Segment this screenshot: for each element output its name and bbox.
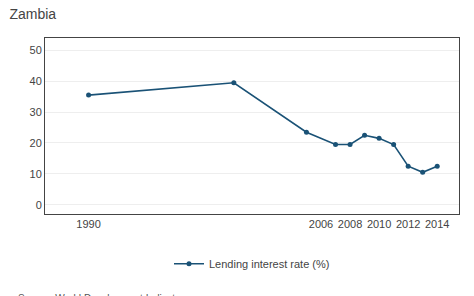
svg-text:Lending interest rate (%): Lending interest rate (%) (209, 258, 329, 270)
svg-text:30: 30 (30, 106, 42, 118)
svg-text:2008: 2008 (338, 218, 362, 230)
svg-text:Source: World Development Indi: Source: World Development Indicators (18, 293, 189, 296)
svg-text:50: 50 (30, 44, 42, 56)
svg-text:2010: 2010 (367, 218, 391, 230)
svg-text:0: 0 (36, 199, 42, 211)
svg-text:Zambia: Zambia (9, 6, 56, 22)
svg-text:2006: 2006 (309, 218, 333, 230)
svg-text:20: 20 (30, 137, 42, 149)
svg-text:10: 10 (30, 168, 42, 180)
svg-text:1990: 1990 (76, 218, 100, 230)
svg-text:2014: 2014 (425, 218, 449, 230)
svg-text:40: 40 (30, 75, 42, 87)
svg-text:2012: 2012 (396, 218, 420, 230)
